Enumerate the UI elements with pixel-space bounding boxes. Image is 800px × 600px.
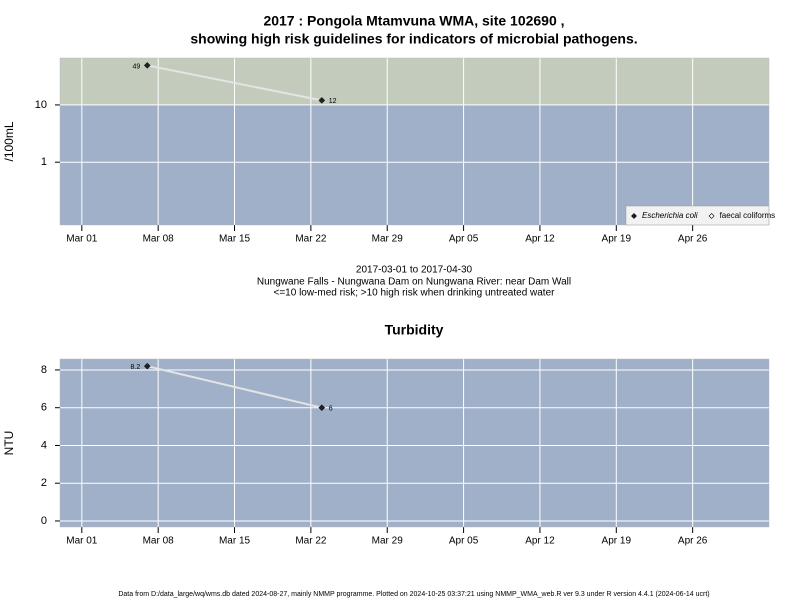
- data-label: 8.2: [131, 364, 141, 371]
- note: 2017-03-01 to 2017-04-30: [356, 265, 473, 276]
- plot-border: [59, 57, 770, 226]
- x-tick-label: Mar 22: [295, 536, 327, 547]
- note: Nungwane Falls - Nungwana Dam on Nungwan…: [257, 277, 571, 288]
- data-label: 49: [132, 63, 140, 70]
- series-line: [147, 365, 323, 409]
- data-label: 6: [329, 406, 333, 413]
- x-tick-label: Mar 22: [295, 234, 327, 245]
- data-point: [143, 62, 151, 69]
- legend-marker: [631, 213, 637, 219]
- note: <=10 low-med risk; >10 high risk when dr…: [274, 288, 556, 299]
- x-tick-label: Mar 15: [219, 536, 251, 547]
- x-tick-label: Apr 19: [602, 234, 632, 245]
- y-tick-label: 1: [41, 156, 47, 168]
- x-tick-label: Mar 29: [372, 536, 404, 547]
- legend-marker: [708, 213, 715, 219]
- y-tick-label: 2: [41, 477, 47, 489]
- chart-title: Turbidity: [385, 322, 444, 338]
- y-tick-label: 6: [41, 402, 47, 414]
- y-tick-label: 0: [41, 515, 47, 527]
- x-tick-label: Mar 29: [372, 234, 404, 245]
- x-tick-label: Apr 26: [678, 234, 708, 245]
- plot-border: [59, 358, 770, 528]
- data-point: [143, 362, 151, 370]
- data-point: [318, 404, 326, 412]
- x-tick-label: Mar 08: [143, 536, 175, 547]
- footer: Data from D:/data_large/wq/wms.db dated …: [118, 591, 709, 598]
- x-tick-label: Mar 01: [66, 234, 98, 245]
- x-tick-label: Apr 19: [602, 536, 632, 547]
- chart-subtitle: showing high risk guidelines for indicat…: [190, 31, 637, 47]
- data-point: [318, 97, 326, 104]
- y-axis-label: /100mL: [2, 121, 16, 161]
- legend-label: Escherichia coli: [642, 211, 698, 220]
- y-tick-label: 4: [41, 439, 47, 451]
- y-tick-label: 10: [35, 99, 47, 111]
- high-risk-band: [60, 58, 769, 105]
- x-tick-label: Apr 12: [525, 536, 555, 547]
- x-tick-label: Mar 08: [143, 234, 175, 245]
- chart-title: 2017 : Pongola Mtamvuna WMA, site 102690…: [263, 13, 564, 29]
- plot-background: [60, 359, 769, 527]
- series-line: [147, 64, 322, 102]
- x-tick-label: Apr 05: [449, 234, 479, 245]
- data-label: 12: [329, 98, 337, 105]
- x-tick-label: Apr 26: [678, 536, 708, 547]
- x-tick-label: Apr 05: [449, 536, 479, 547]
- y-tick-label: 8: [41, 364, 47, 376]
- legend-label: faecal coliforms: [720, 211, 776, 220]
- x-tick-label: Mar 15: [219, 234, 251, 245]
- x-tick-label: Mar 01: [66, 536, 98, 547]
- y-axis-label: NTU: [2, 431, 16, 456]
- x-tick-label: Apr 12: [525, 234, 555, 245]
